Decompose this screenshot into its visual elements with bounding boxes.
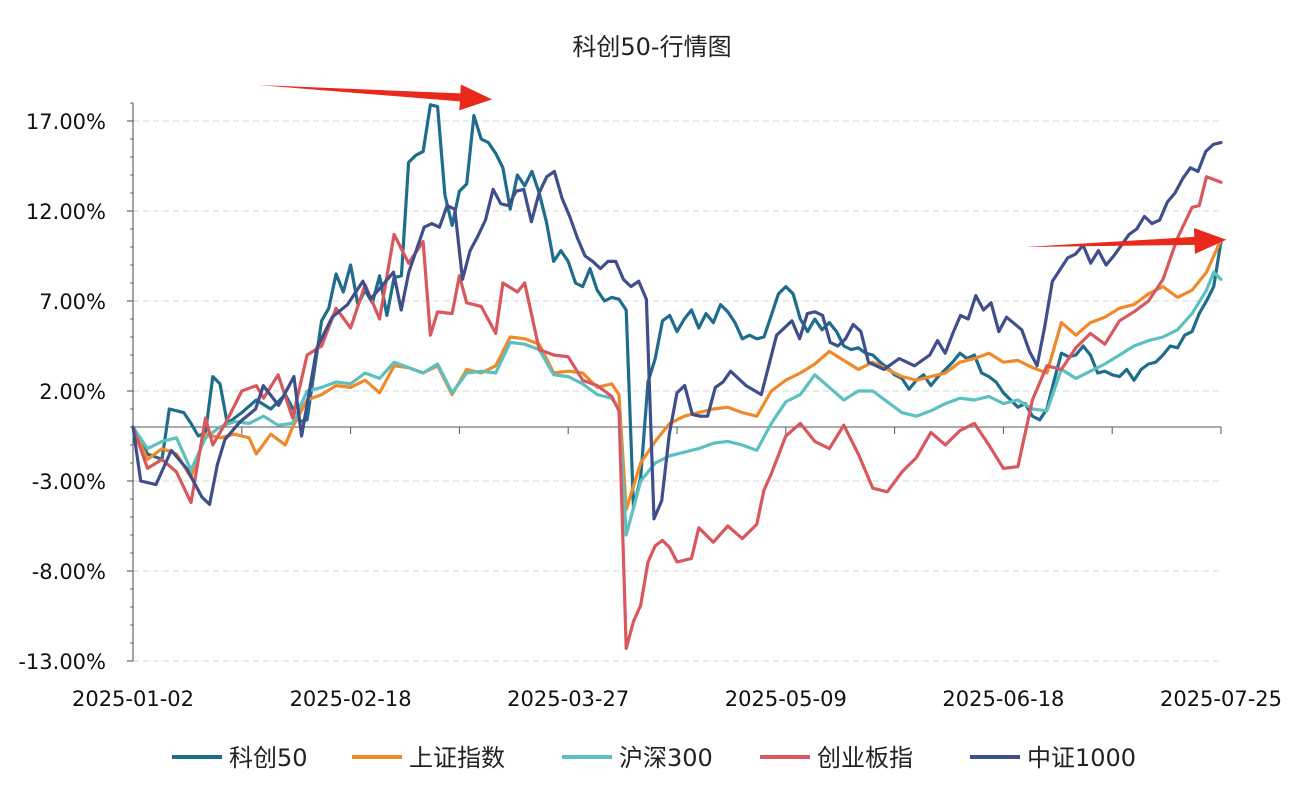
legend-label: 中证1000 [1027,744,1136,772]
annotations [258,84,1227,254]
series-line [131,103,1223,510]
legend-label: 科创50 [229,744,308,772]
legend-label: 沪深300 [619,744,713,772]
series-line [131,270,1223,537]
y-tick-label: 7.00% [39,290,106,314]
x-tick-label: 2025-06-18 [942,687,1064,711]
x-tick-label: 2025-02-18 [290,687,412,711]
series-lines [131,103,1223,650]
x-tick-label: 2025-03-27 [507,687,629,711]
series-line [131,175,1223,650]
y-tick-label: 12.00% [26,200,106,224]
x-tick-label: 2025-01-02 [72,687,194,711]
legend: 科创50 上证指数 沪深300 创业板指 中证1000 [172,744,1136,772]
axes: 17.00% 12.00% 7.00% 2.00% -3.00% -8.00% -13.00… [18,102,1282,711]
y-tick-label: -3.00% [32,470,106,494]
red-arrow-annotation [258,84,492,111]
series-line [131,238,1223,512]
red-arrow-annotation [1025,228,1227,254]
legend-label: 创业板指 [817,744,913,772]
y-tick-label: 2.00% [39,380,106,404]
x-tick-label: 2025-05-09 [725,687,847,711]
y-tick-label: -8.00% [32,560,106,584]
chart-title: 科创50-行情图 [572,33,731,61]
legend-label: 上证指数 [409,744,505,772]
x-tick-label: 2025-07-25 [1160,687,1282,711]
y-tick-label: 17.00% [26,110,106,134]
y-tick-label: -13.00% [18,650,106,674]
series-line [131,141,1223,521]
